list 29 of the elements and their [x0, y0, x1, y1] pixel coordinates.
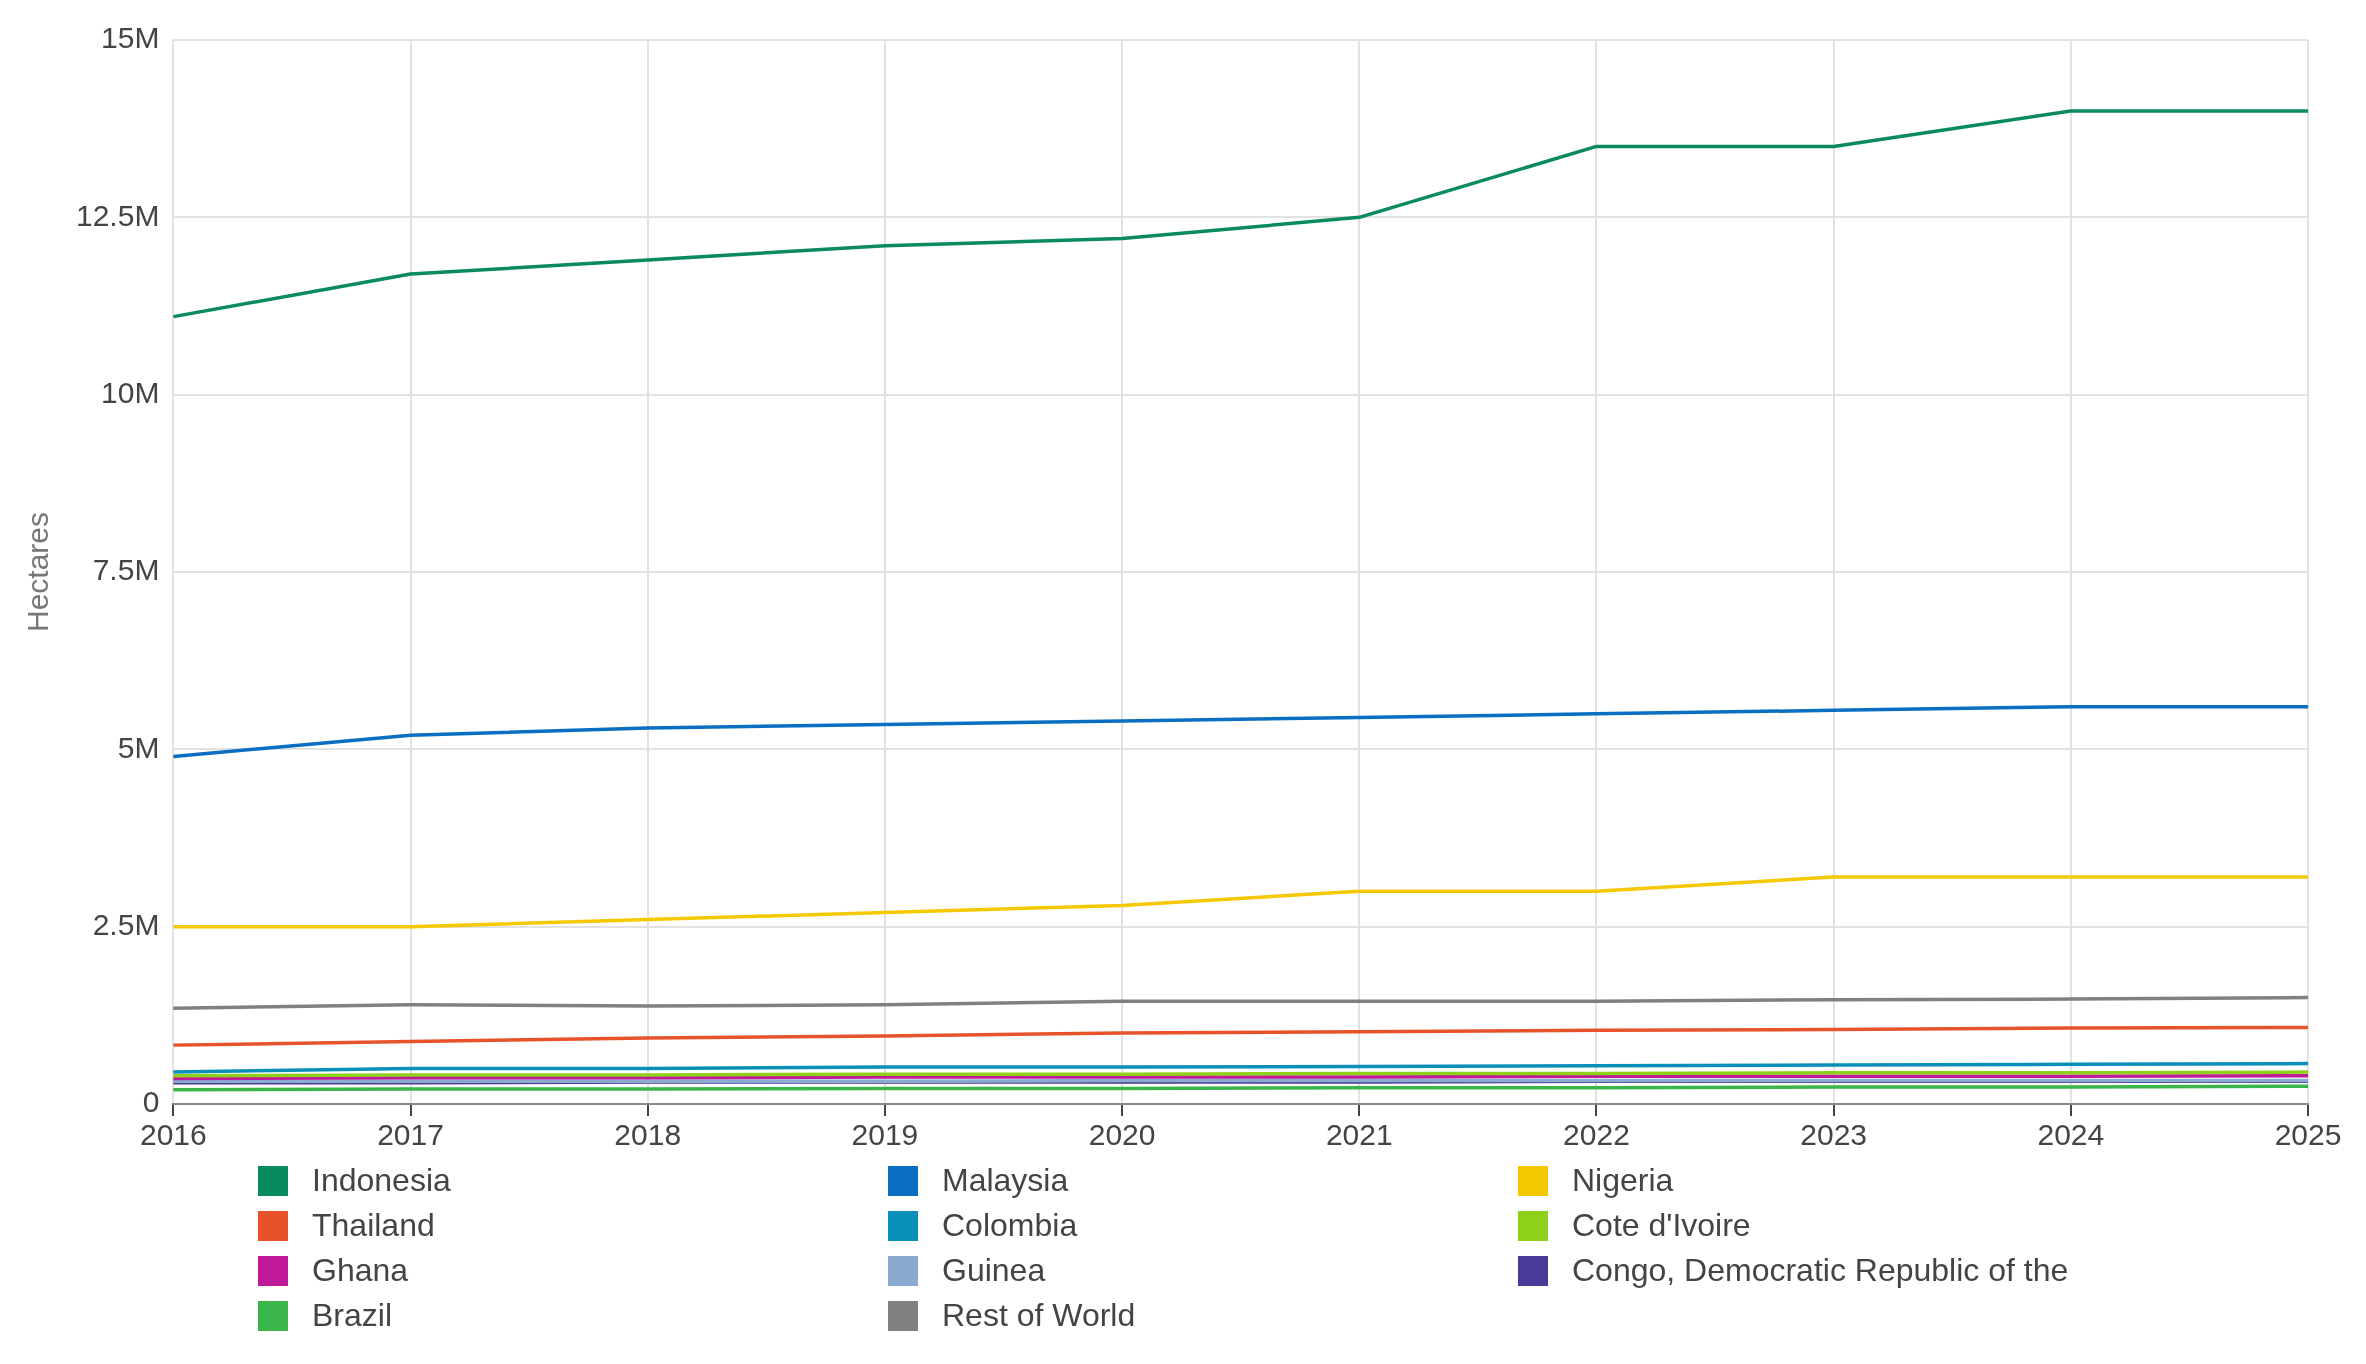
y-tick-label: 7.5M — [92, 553, 160, 587]
legend-label: Brazil — [312, 1297, 393, 1334]
y-tick-label: 2.5M — [92, 907, 160, 941]
y-tick-label: 10M — [101, 375, 160, 409]
x-tick-label: 2025 — [2274, 1118, 2342, 1152]
x-tick-label: 2024 — [2037, 1118, 2105, 1152]
legend-label: Indonesia — [312, 1162, 451, 1199]
x-tick-label: 2016 — [140, 1118, 207, 1152]
x-tick-label: 2021 — [1325, 1118, 1393, 1152]
legend-label: Cote d'Ivoire — [1572, 1207, 1751, 1244]
legend-label: Nigeria — [1572, 1162, 1674, 1199]
legend-label: Rest of World — [942, 1297, 1136, 1334]
legend-label: Colombia — [942, 1207, 1078, 1244]
x-tick-label: 2017 — [377, 1118, 444, 1152]
x-tick-label: 2020 — [1088, 1118, 1156, 1152]
legend-label: Thailand — [312, 1207, 435, 1244]
y-tick-label: 12.5M — [75, 198, 160, 232]
y-axis-title: Hectares — [21, 511, 55, 633]
x-tick-label: 2018 — [614, 1118, 682, 1152]
x-tick-label: 2019 — [851, 1118, 919, 1152]
y-tick-label: 15M — [101, 21, 160, 55]
x-tick-label: 2023 — [1800, 1118, 1868, 1152]
y-tick-label: 0 — [142, 1085, 160, 1119]
legend-label: Congo, Democratic Republic of the — [1572, 1252, 2069, 1289]
x-tick-label: 2022 — [1563, 1118, 1630, 1152]
y-tick-label: 5M — [117, 730, 160, 764]
legend-label: Malaysia — [942, 1162, 1069, 1199]
legend-label: Guinea — [942, 1252, 1046, 1289]
legend-label: Ghana — [312, 1252, 409, 1289]
